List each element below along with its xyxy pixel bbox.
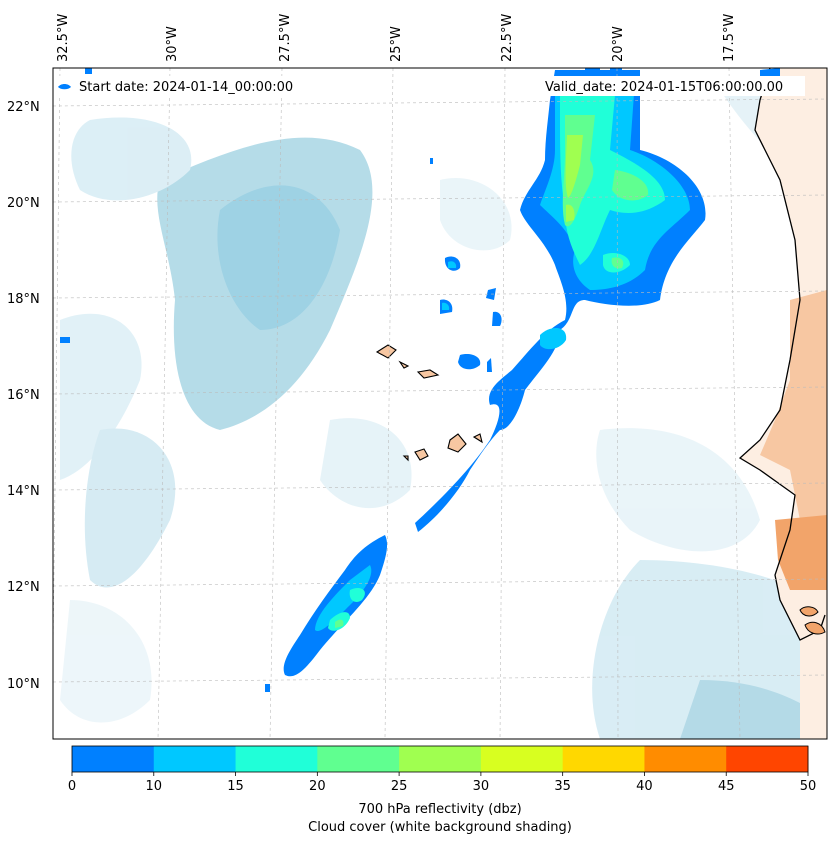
lon-label: 20°W (611, 26, 626, 62)
colorbar-tick-label: 30 (473, 779, 490, 794)
colorbar-tick-label: 0 (68, 779, 76, 794)
colorbar-frame (71, 745, 809, 773)
start-date-label: Start date: 2024-01-14_00:00:00 (79, 80, 293, 95)
graticule (53, 68, 827, 739)
lat-label: 20°N (7, 196, 40, 211)
latitude-labels: 22°N 20°N 18°N 16°N 14°N 12°N 10°N (7, 100, 40, 692)
valid-date-box (540, 76, 805, 96)
lat-label: 16°N (7, 388, 40, 403)
lon-label: 22.5°W (500, 14, 515, 62)
start-date-box (53, 76, 318, 96)
colorbar-tick-label: 15 (227, 779, 244, 794)
lon-label: 17.5°W (722, 14, 737, 62)
lon-label: 25°W (389, 26, 404, 62)
colorbar-segment (644, 746, 727, 772)
colorbar-segment (562, 746, 645, 772)
lon-label: 30°W (165, 26, 180, 62)
colorbar-tick-label: 45 (718, 779, 735, 794)
cape-verde-islands (375, 344, 483, 462)
lon-label: 27.5°W (278, 14, 293, 62)
colorbar-segment (235, 746, 318, 772)
lat-label: 12°N (7, 580, 40, 595)
colorbar-tick-label: 40 (636, 779, 653, 794)
colorbar-label-reflectivity: 700 hPa reflectivity (dbz) (358, 802, 521, 817)
colorbar-tick-label: 20 (309, 779, 326, 794)
lat-label: 18°N (7, 292, 40, 307)
colorbar-segment (72, 746, 155, 772)
colorbar-segment (726, 746, 809, 772)
land-africa (738, 68, 827, 739)
colorbar-label-cloud-cover: Cloud cover (white background shading) (308, 820, 572, 835)
lat-label: 14°N (7, 484, 40, 499)
cloud-cover-shading (60, 87, 827, 739)
colorbar-segment (399, 746, 482, 772)
longitude-labels: 32.5°W 30°W 27.5°W 25°W 22.5°W 20°W 17.5… (56, 14, 737, 62)
lon-label: 32.5°W (56, 14, 71, 62)
colorbar-segment (317, 746, 400, 772)
reflectivity-bands (60, 68, 780, 692)
colorbar-tick-label: 50 (800, 779, 817, 794)
colorbar-segment (480, 746, 564, 772)
colorbar-tick-label: 35 (554, 779, 571, 794)
valid-date-label: Valid_date: 2024-01-15T06:00:00.00 (545, 80, 783, 95)
colorbar-tick-label: 25 (391, 779, 408, 794)
colorbar: 0 10 15 20 25 30 35 40 45 50 (68, 745, 817, 794)
lat-label: 10°N (7, 677, 40, 692)
lat-label: 22°N (7, 100, 40, 115)
legend-swatch-icon (58, 84, 71, 90)
map-frame (52, 67, 828, 740)
map-plot-area: Start date: 2024-01-14_00:00:00 Valid_da… (53, 68, 827, 739)
colorbar-segment (153, 746, 237, 772)
colorbar-tick-label: 10 (146, 779, 163, 794)
